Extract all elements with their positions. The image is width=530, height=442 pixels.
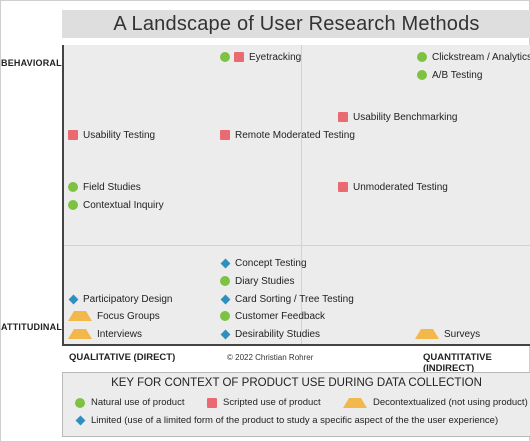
method-item: A/B Testing — [417, 68, 482, 82]
triangle-marker-icon — [343, 397, 367, 408]
legend-item: Limited (use of a limited form of the pr… — [75, 415, 498, 426]
circle-marker-icon — [220, 311, 230, 321]
quadrant-divider-vertical — [301, 45, 302, 345]
square-marker-icon — [338, 112, 348, 122]
legend-box: KEY FOR CONTEXT OF PRODUCT USE DURING DA… — [62, 372, 530, 437]
method-label: Diary Studies — [235, 275, 295, 287]
method-label: Unmoderated Testing — [353, 181, 448, 193]
circle-marker-icon — [75, 397, 85, 408]
method-item: Card Sorting / Tree Testing — [220, 292, 354, 306]
method-item: Desirability Studies — [220, 327, 320, 341]
x-axis-line — [62, 344, 530, 346]
legend-item-label: Decontextualized (not using product) — [373, 397, 528, 408]
figure-title: A Landscape of User Research Methods — [62, 10, 530, 38]
y-axis-bottom-label: ATTITUDINAL — [1, 322, 63, 332]
square-marker-icon — [234, 52, 244, 62]
method-label: Usability Benchmarking — [353, 111, 458, 123]
diamond-marker-icon — [220, 294, 230, 304]
diamond-marker-icon — [220, 329, 230, 339]
method-label: Participatory Design — [83, 293, 173, 305]
square-marker-icon — [68, 130, 78, 140]
method-label: Surveys — [444, 328, 481, 340]
method-label: Interviews — [97, 328, 143, 340]
circle-marker-icon — [417, 52, 427, 62]
legend-item-label: Scripted use of product — [223, 397, 321, 408]
method-item: Usability Testing — [68, 128, 155, 142]
legend-item: Natural use of product — [75, 397, 184, 408]
circle-marker-icon — [68, 200, 78, 210]
triangle-marker-icon — [415, 329, 439, 339]
method-item: Focus Groups — [68, 309, 160, 323]
square-marker-icon — [338, 182, 348, 192]
circle-marker-icon — [220, 52, 230, 62]
method-item: Usability Benchmarking — [338, 110, 458, 124]
y-axis-line — [62, 45, 64, 346]
diamond-marker-icon — [68, 294, 78, 304]
quadrant-divider-horizontal — [62, 245, 530, 246]
method-label: Clickstream / Analytics — [432, 51, 530, 63]
method-item: Contextual Inquiry — [68, 198, 164, 212]
method-label: Customer Feedback — [235, 310, 326, 322]
method-item: Customer Feedback — [220, 309, 325, 323]
y-axis-top-label: BEHAVIORAL — [1, 58, 62, 68]
method-item: Concept Testing — [220, 256, 307, 270]
square-marker-icon — [220, 130, 230, 140]
method-label: Contextual Inquiry — [83, 199, 164, 211]
method-item: Participatory Design — [68, 292, 172, 306]
method-item: Surveys — [415, 327, 480, 341]
method-label: Concept Testing — [235, 257, 307, 269]
method-label: Field Studies — [83, 181, 141, 193]
circle-marker-icon — [220, 276, 230, 286]
method-item: Diary Studies — [220, 274, 294, 288]
method-label: Card Sorting / Tree Testing — [235, 293, 354, 305]
diamond-marker-icon — [75, 416, 85, 426]
method-label: Desirability Studies — [235, 328, 321, 340]
circle-marker-icon — [417, 70, 427, 80]
legend-item: Scripted use of product — [207, 397, 321, 408]
method-item: Clickstream / Analytics — [417, 50, 530, 64]
method-item: Eyetracking — [220, 50, 301, 64]
x-axis-left-label: QUALITATIVE (DIRECT) — [69, 352, 176, 363]
method-label: A/B Testing — [432, 69, 483, 81]
legend-item-label: Limited (use of a limited form of the pr… — [91, 415, 499, 426]
method-label: Focus Groups — [97, 310, 160, 322]
method-label: Remote Moderated Testing — [235, 129, 355, 141]
method-label: Eyetracking — [249, 51, 302, 63]
square-marker-icon — [207, 397, 217, 408]
method-item: Interviews — [68, 327, 142, 341]
legend-title: KEY FOR CONTEXT OF PRODUCT USE DURING DA… — [111, 377, 482, 389]
circle-marker-icon — [68, 182, 78, 192]
method-item: Remote Moderated Testing — [220, 128, 355, 142]
method-item: Field Studies — [68, 180, 141, 194]
x-axis-right-label: QUANTITATIVE (INDIRECT) — [423, 352, 492, 374]
copyright-notice: © 2022 Christian Rohrer — [227, 353, 314, 362]
legend-item: Decontextualized (not using product) — [343, 397, 528, 408]
triangle-marker-icon — [68, 329, 92, 339]
triangle-marker-icon — [68, 311, 92, 321]
plot-area — [62, 45, 530, 345]
method-label: Usability Testing — [83, 129, 156, 141]
method-item: Unmoderated Testing — [338, 180, 448, 194]
legend-item-label: Natural use of product — [91, 397, 185, 408]
diamond-marker-icon — [220, 258, 230, 268]
